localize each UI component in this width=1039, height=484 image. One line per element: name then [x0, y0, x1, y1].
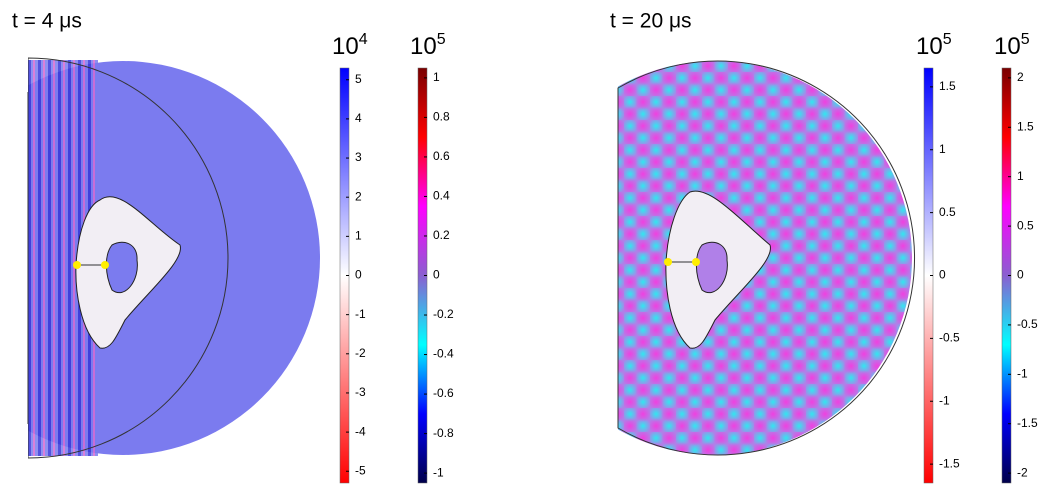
colorbar-tick-label: -4 [355, 424, 366, 438]
colorbar-tick-label: 0 [939, 268, 946, 282]
panel-title: t = 4 μs [12, 10, 82, 33]
colorbar-tick-label: 0.5 [939, 205, 956, 219]
colorbar-tick-label: 0 [433, 268, 440, 282]
colorbar-tick-label: 2 [1017, 70, 1024, 84]
colorbar-tick-label: -0.5 [1017, 317, 1038, 331]
colorbar-scale: 104 [332, 31, 368, 60]
colorbar-tick-label: -1 [939, 393, 950, 407]
colorbar-tick-label: 0 [355, 268, 362, 282]
colorbar-tick-label: 0.4 [433, 189, 450, 203]
panel-title: t = 20 μs [610, 10, 692, 33]
colorbar-tick-label: -0.4 [433, 347, 454, 361]
colorbar-tick-label: 0 [1017, 268, 1024, 282]
colorbar-tick-label: -2 [355, 346, 366, 360]
colorbar-tick-label: -0.2 [433, 307, 454, 321]
colorbar-tick-label: 0.2 [433, 228, 450, 242]
colorbar-tick-label: -1.5 [939, 456, 960, 470]
colorbar-tick-label: 1.5 [1017, 119, 1034, 133]
colorbar-tick-label: 0.6 [433, 149, 450, 163]
colorbar-tick-label: -1.5 [1017, 416, 1038, 430]
colorbar-scale: 105 [994, 31, 1030, 60]
colorbar-tick-label: 1.5 [939, 79, 956, 93]
colorbar-tick-label: 3 [355, 150, 362, 164]
colorbar-tick-label: -5 [355, 463, 366, 477]
colorbar-tick-label: 1 [939, 142, 946, 156]
colorbar-scale: 105 [916, 31, 952, 60]
colorbar-tick-label: -2 [1017, 465, 1028, 479]
colorbar-tick-label: 1 [355, 229, 362, 243]
field-panel-2 [617, 60, 915, 456]
colorbar-tick-label: -3 [355, 385, 366, 399]
colorbar-tick-label: 0.8 [433, 110, 450, 124]
colorbar-tick-label: 0.5 [1017, 218, 1034, 232]
colorbar-tick-label: 1 [433, 70, 440, 84]
colorbar-tick-label: -0.6 [433, 386, 454, 400]
colorbar-scale: 105 [410, 31, 446, 60]
colorbar-tick-label: 5 [355, 72, 362, 86]
field-panel-1 [27, 57, 320, 459]
colorbar-tick-label: -0.8 [433, 426, 454, 440]
colorbar-tick-label: 1 [1017, 169, 1024, 183]
colorbar-tick-label: 2 [355, 189, 362, 203]
colorbar-tick-label: -1 [1017, 366, 1028, 380]
colorbar-tick-label: 4 [355, 111, 362, 125]
colorbar-tick-label: -0.5 [939, 331, 960, 345]
colorbar-tick-label: -1 [355, 307, 366, 321]
colorbar-tick-label: -1 [433, 465, 444, 479]
